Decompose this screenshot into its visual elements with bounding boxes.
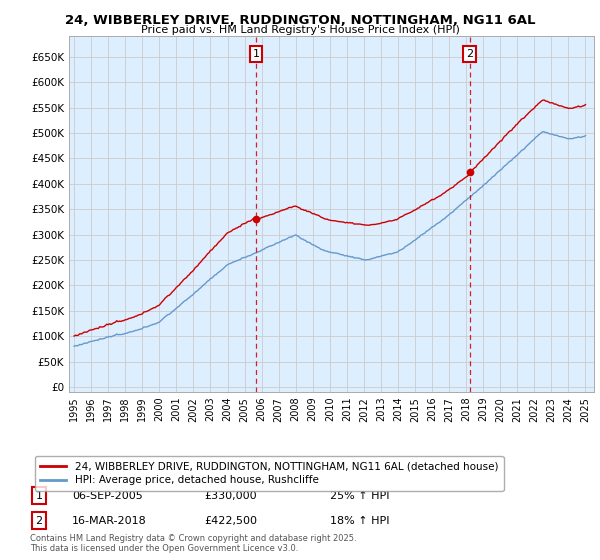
Text: 1: 1 — [253, 49, 260, 59]
Text: 25% ↑ HPI: 25% ↑ HPI — [330, 491, 389, 501]
Text: 2: 2 — [35, 516, 43, 526]
Text: 18% ↑ HPI: 18% ↑ HPI — [330, 516, 389, 526]
Text: 24, WIBBERLEY DRIVE, RUDDINGTON, NOTTINGHAM, NG11 6AL: 24, WIBBERLEY DRIVE, RUDDINGTON, NOTTING… — [65, 14, 535, 27]
Text: 1: 1 — [35, 491, 43, 501]
Text: Price paid vs. HM Land Registry's House Price Index (HPI): Price paid vs. HM Land Registry's House … — [140, 25, 460, 35]
Text: £422,500: £422,500 — [204, 516, 257, 526]
Text: 06-SEP-2005: 06-SEP-2005 — [72, 491, 143, 501]
Text: 2: 2 — [466, 49, 473, 59]
Text: 16-MAR-2018: 16-MAR-2018 — [72, 516, 147, 526]
Text: £330,000: £330,000 — [204, 491, 257, 501]
Legend: 24, WIBBERLEY DRIVE, RUDDINGTON, NOTTINGHAM, NG11 6AL (detached house), HPI: Ave: 24, WIBBERLEY DRIVE, RUDDINGTON, NOTTING… — [35, 456, 503, 491]
Text: Contains HM Land Registry data © Crown copyright and database right 2025.
This d: Contains HM Land Registry data © Crown c… — [30, 534, 356, 553]
